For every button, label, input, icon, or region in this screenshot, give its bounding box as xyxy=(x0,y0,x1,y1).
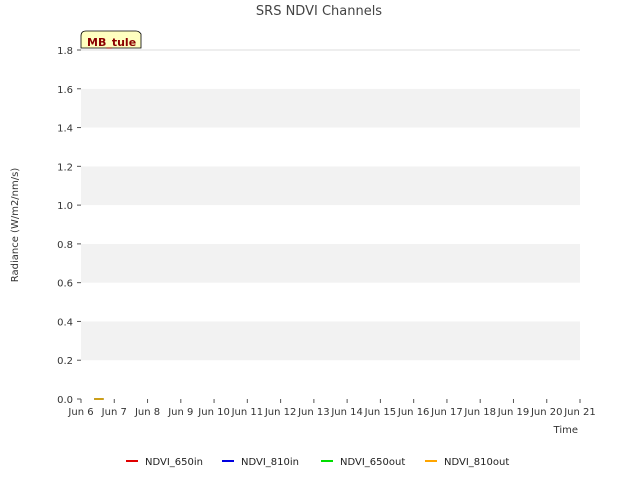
legend-label: NDVI_810out xyxy=(444,457,509,468)
y-axis: 0.0 0.2 0.4 0.6 0.8 1.0 1.2 1.4 1.6 1.8 xyxy=(57,46,81,406)
legend: NDVI_650in NDVI_810in NDVI_650out NDVI_810o… xyxy=(126,457,509,468)
y-tick-label: 1.2 xyxy=(57,162,73,173)
y-tick-label: 0.8 xyxy=(57,240,73,251)
x-tick-label: Jun 8 xyxy=(134,407,160,418)
annotation-label: MB_tule xyxy=(87,36,136,49)
x-tick-label: Jun 6 xyxy=(67,407,93,418)
chart-title: SRS NDVI Channels xyxy=(256,4,382,19)
x-tick-label: Jun 14 xyxy=(330,407,363,418)
x-tick-label: Jun 19 xyxy=(497,407,530,418)
x-axis: Jun 6 Jun 7 Jun 8 Jun 9 Jun 10 Jun 11 Jun 12 Ju… xyxy=(67,399,596,418)
grid-band xyxy=(81,166,580,206)
y-tick-label: 0.4 xyxy=(57,317,73,328)
y-axis-label: Radiance (W/m2/nm/s) xyxy=(10,168,21,283)
y-tick-label: 0.2 xyxy=(57,356,73,367)
x-tick-label: Jun 21 xyxy=(563,407,596,418)
x-tick-label: Jun 13 xyxy=(297,407,330,418)
y-tick-label: 1.6 xyxy=(57,85,73,96)
grid-band xyxy=(81,205,580,244)
annotation-box: MB_tule xyxy=(80,30,142,49)
y-tick-label: 1.4 xyxy=(57,124,73,135)
x-tick-label: Jun 18 xyxy=(463,407,496,418)
x-axis-label: Time xyxy=(553,425,578,436)
grid-band xyxy=(81,127,580,167)
grid-band xyxy=(81,360,580,399)
y-tick-label: 0.0 xyxy=(57,395,73,406)
grid-band xyxy=(81,50,580,89)
x-tick-label: Jun 20 xyxy=(530,407,563,418)
y-tick-label: 1.8 xyxy=(57,46,73,57)
x-tick-label: Jun 10 xyxy=(197,407,230,418)
x-tick-label: Jun 7 xyxy=(101,407,127,418)
x-tick-label: Jun 12 xyxy=(264,407,297,418)
x-tick-label: Jun 16 xyxy=(397,407,430,418)
x-tick-label: Jun 15 xyxy=(364,407,397,418)
legend-label: NDVI_650out xyxy=(340,457,405,468)
grid-band xyxy=(81,282,580,322)
grid-band xyxy=(81,88,580,128)
legend-label: NDVI_810in xyxy=(241,457,299,468)
x-tick-label: Jun 11 xyxy=(231,407,264,418)
x-tick-label: Jun 17 xyxy=(430,407,463,418)
grid-band xyxy=(81,321,580,361)
x-tick-label: Jun 9 xyxy=(167,407,193,418)
y-tick-label: 0.6 xyxy=(57,279,73,290)
legend-label: NDVI_650in xyxy=(145,457,203,468)
y-tick-label: 1.0 xyxy=(57,201,73,212)
grid-bands xyxy=(81,50,580,399)
grid-band xyxy=(81,243,580,283)
